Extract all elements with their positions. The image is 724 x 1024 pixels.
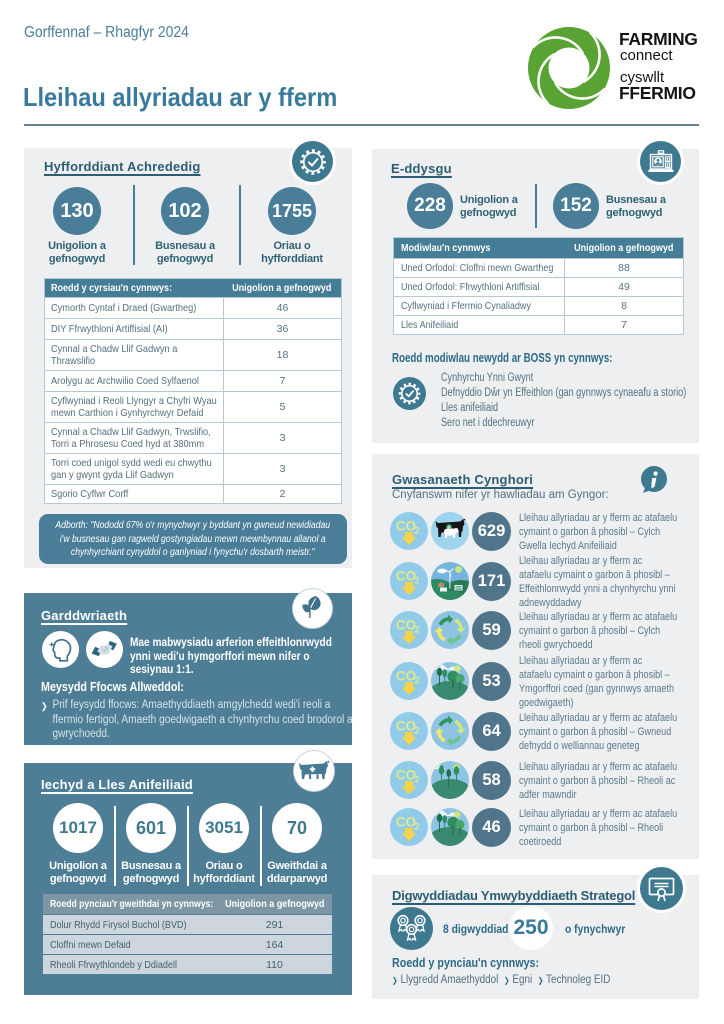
- svg-text:connect: connect: [620, 47, 673, 64]
- svg-text:2: 2: [414, 726, 419, 736]
- svg-text:CO: CO: [396, 519, 416, 534]
- svg-text:CO: CO: [396, 815, 416, 830]
- svg-text:CO: CO: [396, 719, 416, 734]
- svg-text:2: 2: [414, 526, 419, 536]
- svg-text:2: 2: [414, 676, 419, 686]
- svg-text:CO: CO: [396, 768, 416, 783]
- svg-text:FARMING: FARMING: [619, 29, 698, 49]
- svg-text:CO: CO: [396, 669, 416, 684]
- svg-text:2: 2: [414, 775, 419, 785]
- svg-text:2: 2: [414, 625, 419, 635]
- svg-text:CO: CO: [396, 569, 416, 584]
- svg-text:CO: CO: [396, 618, 416, 633]
- svg-text:FFERMIO: FFERMIO: [619, 83, 696, 103]
- svg-text:cyswllt: cyswllt: [620, 69, 665, 86]
- svg-text:2: 2: [414, 576, 419, 586]
- svg-text:2: 2: [414, 822, 419, 832]
